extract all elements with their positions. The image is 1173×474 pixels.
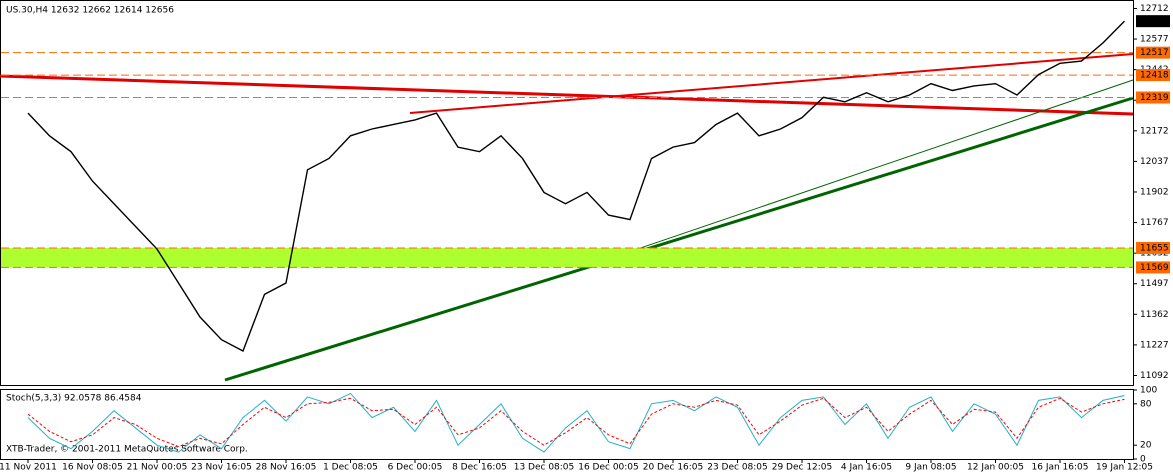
x-tick-label: 16 Dec 00:05	[578, 463, 639, 473]
level-label: 12418	[1140, 71, 1169, 81]
x-tick-label: 23 Nov 16:05	[191, 463, 252, 473]
y-tick-label: 11902	[1140, 187, 1169, 197]
level-tag	[1136, 69, 1170, 82]
price-line	[27, 392, 1125, 453]
x-tick-label: 16 Nov 08:05	[62, 463, 123, 473]
x-tick-label: 6 Dec 00:05	[388, 463, 443, 473]
x-tick-label: 8 Dec 16:05	[452, 463, 507, 473]
y-tick-label: 11497	[1140, 279, 1169, 289]
main-panel	[0, 0, 1134, 386]
copyright: XTB-Trader, © 2001-2011 MetaQuotes Softw…	[6, 445, 248, 455]
y-tick-label: 100	[1140, 386, 1157, 396]
stoch-title: Stoch(5,3,3) 92.0578 86.4584	[6, 394, 142, 404]
chart-title: US.30,H4 12632 12662 12614 12656	[6, 6, 174, 16]
y-tick-label: 20	[1140, 441, 1152, 451]
x-tick-label: 21 Nov 00:05	[127, 463, 188, 473]
y-tick-label: 12037	[1140, 157, 1169, 167]
level-label: 12319	[1140, 93, 1169, 103]
level-tag	[1136, 46, 1170, 59]
x-tick-label: 16 Jan 16:05	[1032, 463, 1089, 473]
y-tick-label: 12577	[1140, 35, 1169, 45]
level-label: 11655	[1140, 243, 1169, 253]
x-tick-label: 28 Nov 16:05	[256, 463, 317, 473]
y-tick-label: 80	[1140, 399, 1152, 409]
x-tick-label: 19 Jan 12:05	[1096, 463, 1153, 473]
y-tick-label: 11092	[1140, 371, 1169, 381]
y-tick-label: 11767	[1140, 218, 1169, 228]
trendlines	[0, 53, 1134, 382]
y-tick-label: 11362	[1140, 310, 1169, 320]
trendline	[409, 53, 1134, 114]
y-tick-label: 0	[1140, 455, 1146, 465]
trendline	[0, 74, 1134, 116]
level-label: 12517	[1140, 48, 1169, 58]
price-line	[27, 397, 1125, 448]
current-price-label: 12656	[1140, 17, 1169, 27]
trendline	[619, 79, 1134, 256]
stoch-panel	[0, 389, 1134, 460]
x-tick-label: 12 Jan 00:05	[967, 463, 1024, 473]
support-band	[1, 247, 1133, 268]
x-tick-label: 1 Dec 08:05	[323, 463, 378, 473]
trendline	[224, 96, 1134, 382]
x-tick-label: 23 Dec 08:05	[707, 463, 768, 473]
x-tick-label: 9 Jan 08:05	[905, 463, 956, 473]
current-price-tag	[1136, 15, 1170, 28]
level-tag	[1136, 241, 1170, 254]
x-tick-label: 4 Jan 16:05	[841, 463, 892, 473]
level-tag	[1136, 91, 1170, 104]
y-tick-label: 12172	[1140, 126, 1169, 136]
x-tick-label: 13 Dec 08:05	[514, 463, 575, 473]
y-tick-label: 11227	[1140, 340, 1169, 350]
price-line	[27, 20, 1125, 353]
y-tick-label: 12712	[1140, 4, 1169, 14]
x-tick-label: 29 Dec 12:05	[772, 463, 833, 473]
x-tick-label: 20 Dec 16:05	[643, 463, 704, 473]
x-tick-label: 11 Nov 2011	[0, 463, 57, 473]
level-tag	[1136, 261, 1170, 274]
level-label: 11569	[1140, 263, 1169, 273]
